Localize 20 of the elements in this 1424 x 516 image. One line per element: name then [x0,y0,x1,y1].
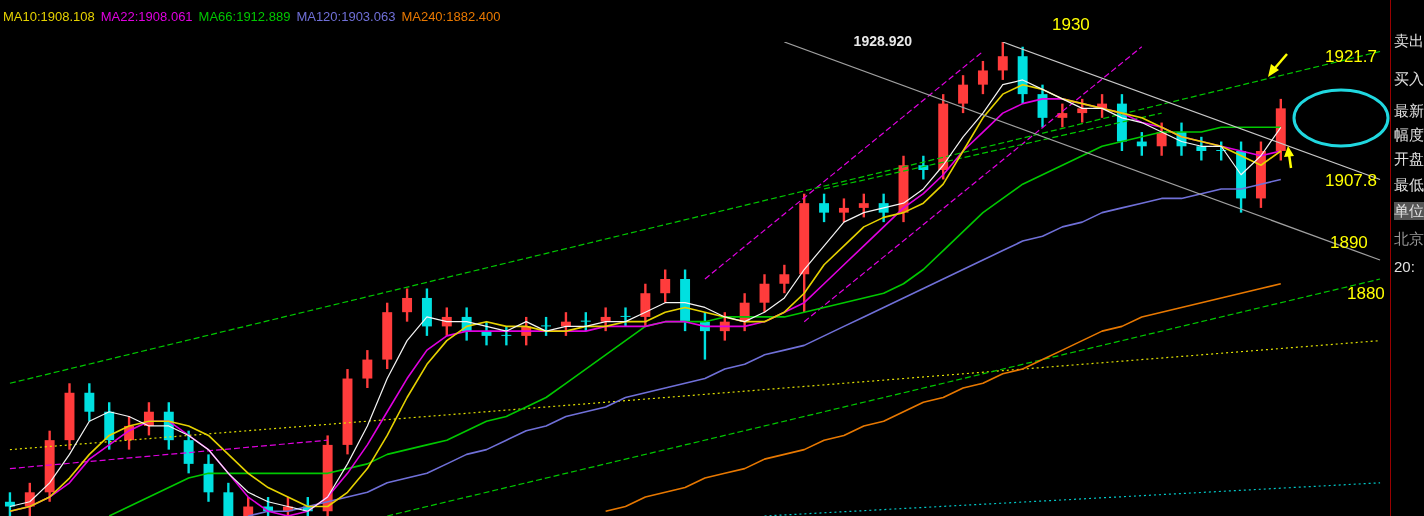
text: MA120:1903.063 [296,8,396,24]
annotation: 1928.920 [853,32,913,49]
annotation: 1921.7 [1325,46,1377,66]
annotation: 1907.8 [1325,170,1377,190]
text: MA66:1912.889 [198,8,291,24]
text: MA10:1908.108 [3,8,95,24]
text: 最新 [1394,102,1424,120]
text: 北京 [1394,230,1424,248]
text: 单位 [1394,202,1424,220]
annotation: 1890 [1330,232,1368,252]
annotation: 1880 [1347,283,1385,303]
text: 1930 [1052,14,1090,34]
text: 卖出 [1394,32,1424,50]
text: 20: [1394,258,1415,276]
text: 买入 [1394,70,1424,88]
text: MA22:1908.061 [100,8,193,24]
text: 开盘 [1394,150,1424,168]
text: 最低 [1394,176,1424,194]
text: MA240:1882.400 [401,8,501,24]
text: 幅度 [1394,126,1424,144]
